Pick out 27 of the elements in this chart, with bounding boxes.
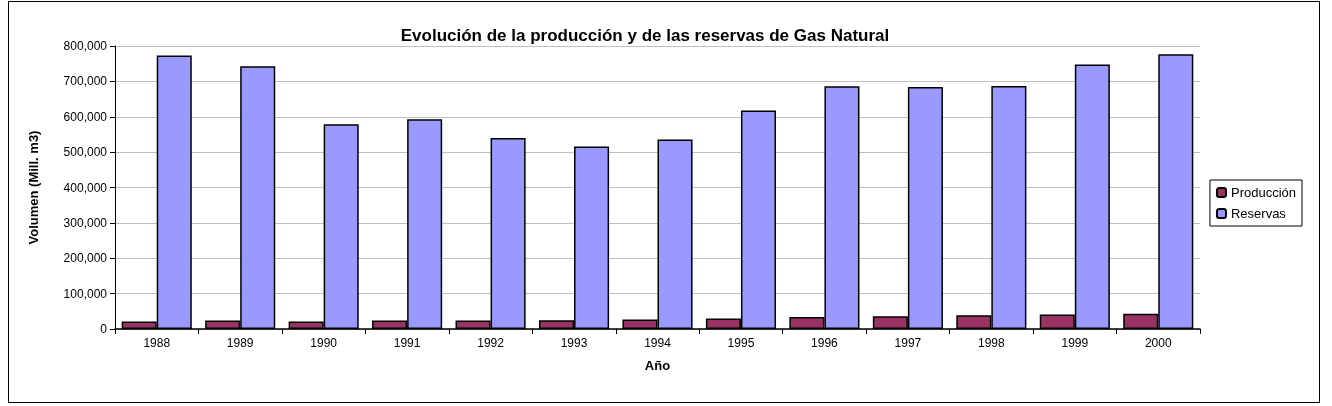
x-axis-title: Año (644, 358, 671, 373)
x-tick-label: 1988 (143, 336, 171, 350)
x-tick-label: 1991 (393, 336, 421, 350)
legend-label: Producción (1230, 185, 1297, 200)
x-tick-label: 1989 (226, 336, 254, 350)
y-tick-label: 400,000 (63, 180, 108, 195)
x-tick-label: 1993 (560, 336, 588, 350)
x-tick-label: 1995 (727, 336, 755, 350)
x-tick-label: 2000 (1144, 336, 1172, 350)
x-tick-label: 1999 (1061, 336, 1089, 350)
y-tick-label: 0 (100, 322, 108, 336)
y-tick-label: 300,000 (63, 215, 108, 230)
y-tick-label: 800,000 (63, 39, 108, 53)
x-tick-label: 1994 (644, 336, 672, 350)
x-tick-label: 1992 (477, 336, 505, 350)
x-tick-label: 1996 (811, 336, 839, 350)
y-axis-title: Volumen (Mill. m3) (26, 130, 41, 245)
chart-title: Evolución de la producción y de las reservas de Gas Natural (400, 26, 890, 45)
legend-label: Reservas (1230, 206, 1287, 221)
y-tick-label: 700,000 (63, 74, 108, 89)
y-tick-label: 500,000 (63, 145, 108, 160)
y-tick-label: 100,000 (63, 286, 108, 301)
y-tick-label: 200,000 (63, 251, 108, 266)
x-tick-label: 1997 (894, 336, 922, 350)
y-tick-label: 600,000 (63, 109, 108, 124)
x-tick-label: 1998 (977, 336, 1006, 350)
x-tick-label: 1990 (310, 336, 338, 350)
